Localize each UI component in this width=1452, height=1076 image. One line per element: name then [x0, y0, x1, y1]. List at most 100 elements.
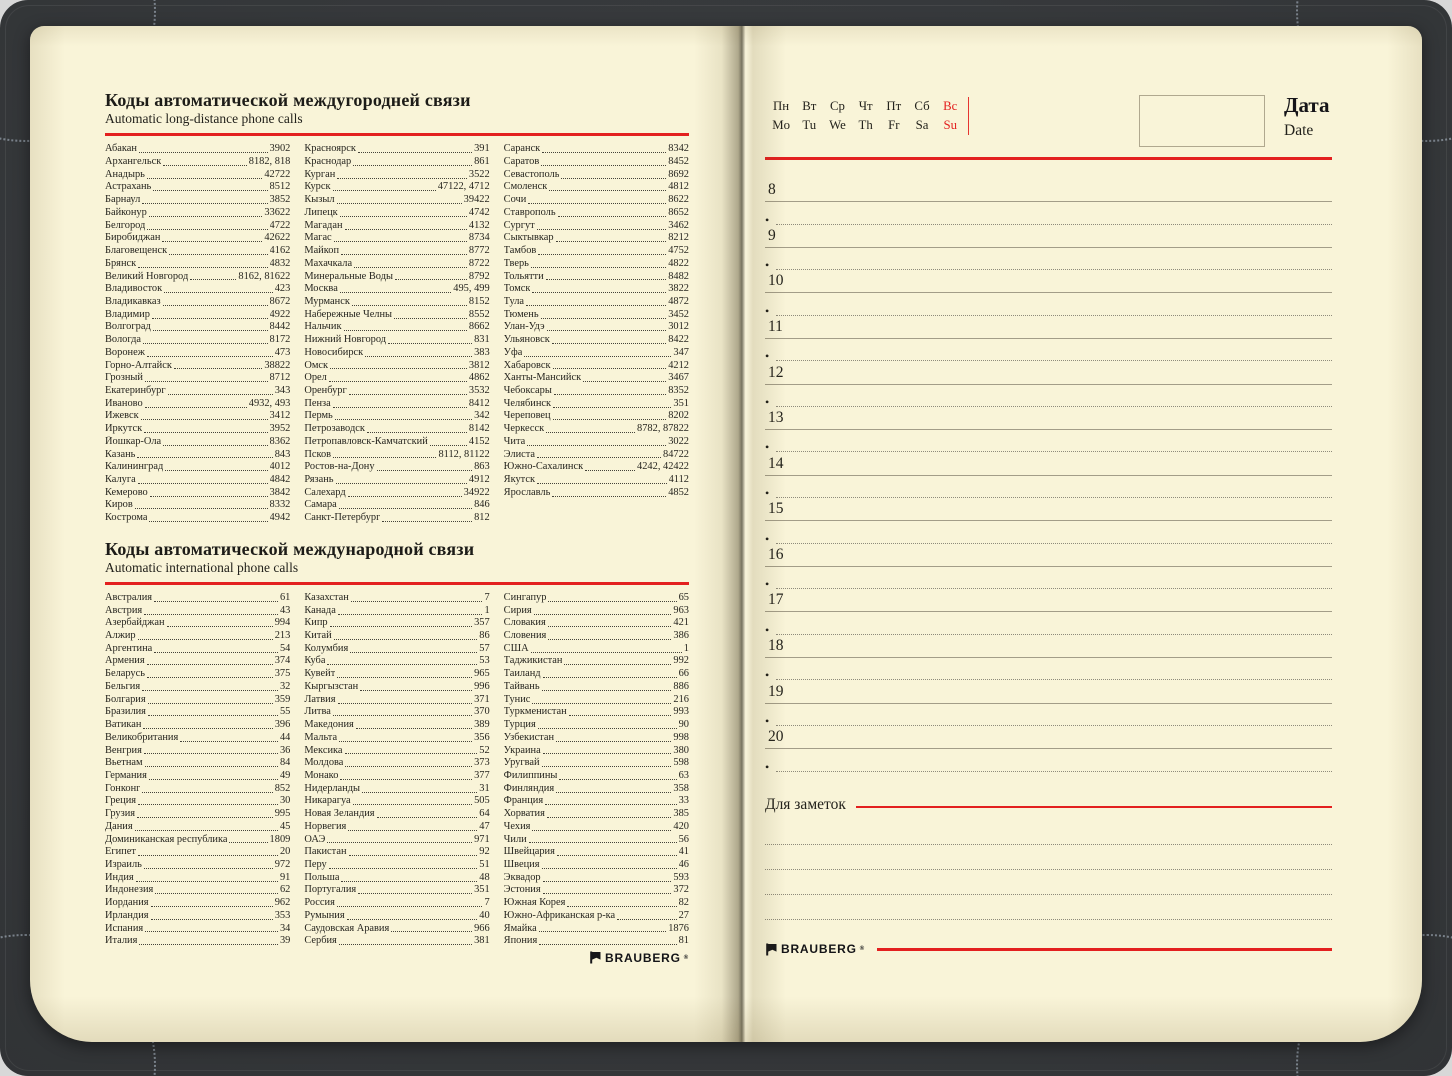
notes-label: Для заметок	[765, 795, 846, 813]
weekday-Fr: Fr	[888, 118, 900, 132]
phone-code-entry: Румыния 40	[304, 909, 490, 921]
phone-code-entry: Украина 380	[503, 744, 689, 756]
phone-code-entry: Китай 86	[304, 630, 490, 642]
phone-code-entry: Белгород 4722	[105, 219, 291, 231]
phone-code-entry: Самара 846	[304, 499, 490, 511]
dotted-rule	[776, 542, 1332, 544]
phone-code-entry: Болгария 359	[105, 693, 291, 705]
hour-block-12[interactable]: 12 •	[765, 361, 1332, 409]
phone-code-entry: Сочи 8622	[503, 194, 689, 206]
notes-line	[765, 820, 1332, 845]
phone-code-entry: Барнаул 3852	[105, 194, 291, 206]
hour-dotted-line: •	[765, 521, 1332, 545]
weekday-Вс: Вс	[943, 99, 958, 113]
phone-code-entry: Хорватия 385	[503, 808, 689, 820]
phone-code-entry: Македония 389	[304, 719, 490, 731]
phone-code-entry: Анадырь 42722	[105, 168, 291, 180]
dotted-rule	[776, 405, 1332, 407]
phone-code-entry: Египет 20	[105, 846, 291, 858]
phone-code-entry: Пакистан 92	[304, 846, 490, 858]
phone-code-entry: Таиланд 66	[503, 668, 689, 680]
hour-block-11[interactable]: 11 •	[765, 316, 1332, 362]
phone-code-entry: Новосибирск 383	[304, 346, 490, 358]
weekday-Mo: Mo	[772, 118, 790, 132]
phone-code-entry: Саудовская Аравия 966	[304, 922, 490, 934]
phone-code-entry: Польша 48	[304, 871, 490, 883]
hour-dotted-line: •	[765, 430, 1332, 455]
hour-block-13[interactable]: 13 •	[765, 407, 1332, 453]
hour-line: 11	[765, 316, 1332, 339]
phone-codes-columns: Абакан 3902 Архангельск 8182, 818 Анадырь 427…	[105, 143, 689, 525]
phone-code-entry: Сургут 3462	[503, 219, 689, 231]
phone-code-entry: Швейцария 41	[503, 846, 689, 858]
phone-code-entry: Грозный 8712	[105, 372, 291, 384]
phone-code-entry: Иваново 4932, 493	[105, 397, 291, 409]
weekday-Tu: Tu	[802, 118, 817, 132]
left-page: Коды автоматической междугородней связи …	[105, 90, 689, 965]
phone-code-entry: Саранск 8342	[503, 143, 689, 155]
section-subtitle: Automatic international phone calls	[105, 559, 299, 575]
phone-code-entry: Сирия 963	[503, 604, 689, 616]
phone-code-entry: Томск 3822	[503, 283, 689, 295]
phone-code-entry: Благовещенск 4162	[105, 245, 291, 257]
hour-line: 20	[765, 726, 1332, 750]
hour-block-8[interactable]: 8 •	[765, 179, 1332, 227]
bullet-dot: •	[765, 486, 770, 501]
hour-block-16[interactable]: 16 •	[765, 544, 1332, 590]
weekdays-russian: Пн Вт Ср Чт Пт Сб Вс	[767, 97, 964, 116]
hour-block-18[interactable]: 18 •	[765, 635, 1332, 681]
phone-code-entry: Ватикан 396	[105, 719, 291, 731]
bullet-dot: •	[765, 212, 770, 227]
phone-code-entry: Москва 495, 499	[304, 283, 490, 295]
hour-block-14[interactable]: 14 •	[765, 452, 1332, 501]
hour-line: 13	[765, 407, 1332, 431]
phone-code-entry: Тверь 4822	[503, 257, 689, 269]
hour-block-9[interactable]: 9 •	[765, 225, 1332, 271]
phone-code-entry: Курган 3522	[304, 168, 490, 180]
phone-code-entry: Оренбург 3532	[304, 384, 490, 396]
hour-number: 11	[768, 317, 783, 335]
hour-number: 12	[768, 363, 784, 381]
hour-dotted-line: •	[765, 612, 1332, 636]
hour-block-19[interactable]: 19 •	[765, 680, 1332, 728]
hour-block-15[interactable]: 15 •	[765, 498, 1332, 545]
codes-column-1: Австралия 61 Австрия 43 Азербайджан 994 Алжир 2…	[105, 592, 290, 948]
phone-code-entry: Турция 90	[503, 719, 689, 731]
weekday-Чт: Чт	[858, 99, 873, 113]
date-label-en: Date	[1284, 122, 1314, 139]
hour-dotted-line: •	[765, 749, 1332, 773]
phone-codes-columns: Австралия 61 Австрия 43 Азербайджан 994 Алжир 2…	[105, 592, 689, 948]
codes-column-3: Саранск 8342 Саратов 8452 Севастополь 8692 Смо…	[504, 143, 689, 525]
hour-number: 16	[768, 545, 784, 563]
phone-code-entry: Латвия 371	[304, 693, 490, 705]
phone-code-entry: США 1	[503, 642, 689, 654]
phone-code-entry: Воронеж 473	[105, 346, 291, 358]
dotted-rule	[776, 724, 1332, 726]
phone-code-entry: Санкт-Петербург 812	[304, 512, 490, 524]
red-divider	[855, 805, 1332, 809]
phone-code-entry: Архангельск 8182, 818	[105, 156, 291, 168]
weekday-Пн: Пн	[773, 99, 790, 113]
hour-block-10[interactable]: 10 •	[765, 270, 1332, 317]
phone-code-entry: Кыргызстан 996	[304, 680, 490, 692]
phone-code-entry: Псков 8112, 81122	[304, 448, 490, 460]
phone-code-entry: Пенза 8412	[304, 397, 490, 409]
hour-block-20[interactable]: 20 •	[765, 726, 1332, 773]
bullet-dot: •	[765, 440, 770, 455]
phone-code-entry: Мексика 52	[304, 744, 490, 756]
bullet-dot: •	[765, 713, 770, 728]
phone-code-entry: Монако 377	[304, 769, 490, 781]
hour-line: 16	[765, 544, 1332, 567]
phone-code-entry: Южно-Африканская р-ка 27	[503, 909, 689, 921]
phone-code-entry: Кострома 4942	[105, 512, 291, 524]
phone-code-entry: Рязань 4912	[304, 474, 490, 485]
phone-code-entry: Япония 81	[503, 935, 689, 947]
hour-dotted-line: •	[765, 658, 1332, 681]
hour-dotted-line: •	[765, 567, 1332, 590]
bullet-dot: •	[765, 394, 770, 409]
phone-code-entry: Краснодар 861	[304, 156, 490, 168]
phone-code-entry: Йошкар-Ола 8362	[105, 435, 291, 447]
hour-block-17[interactable]: 17 •	[765, 589, 1332, 636]
date-entry-box[interactable]	[1139, 95, 1265, 147]
